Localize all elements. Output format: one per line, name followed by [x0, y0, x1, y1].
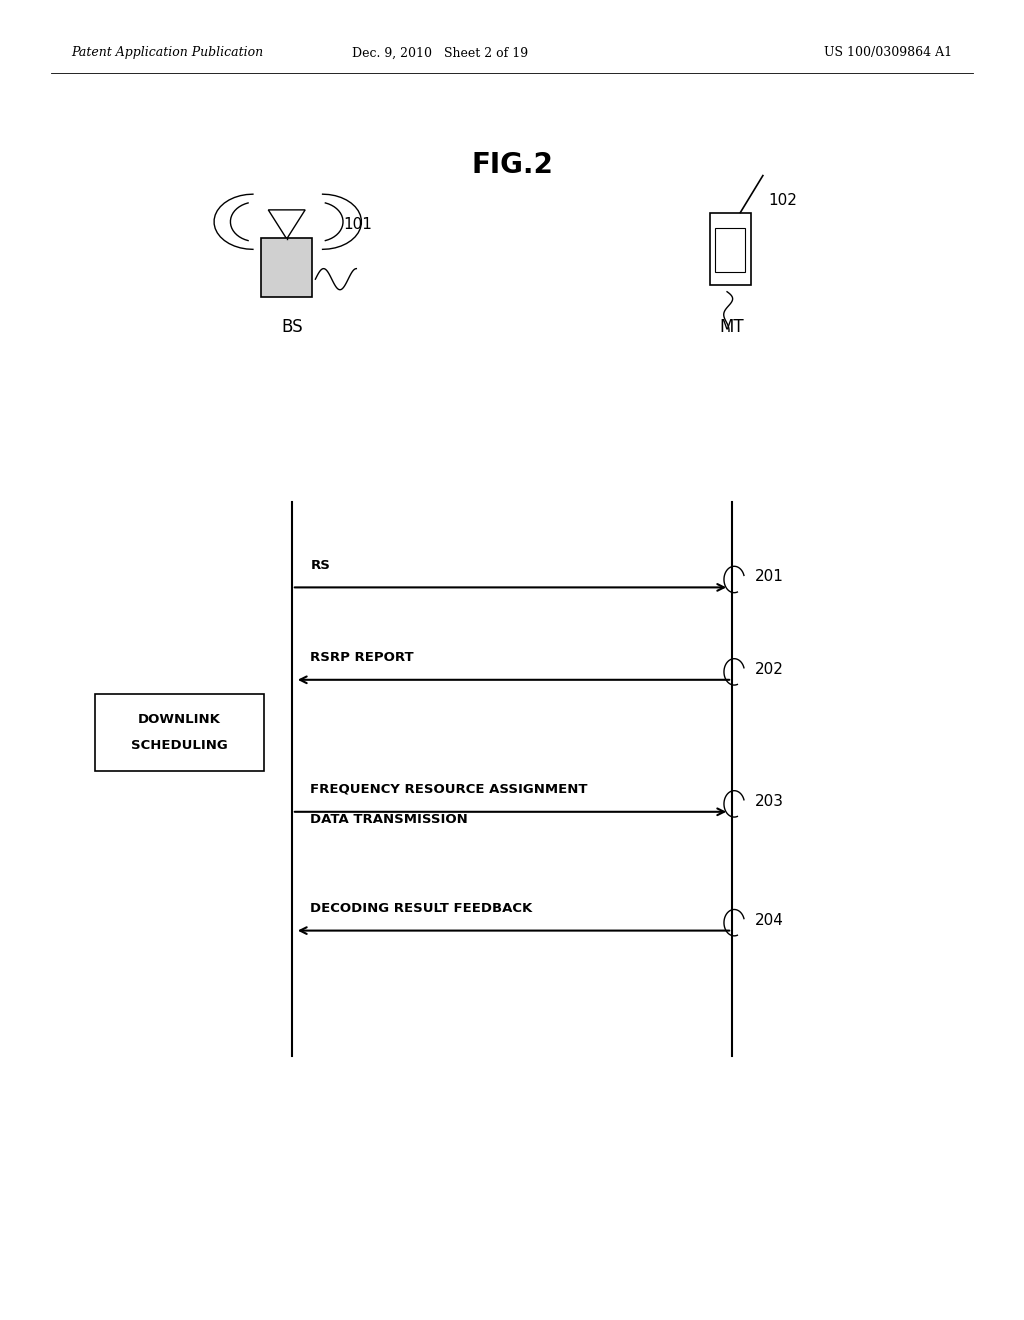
Text: DATA TRANSMISSION: DATA TRANSMISSION	[310, 813, 468, 826]
Text: DOWNLINK: DOWNLINK	[138, 713, 220, 726]
Bar	[261, 238, 312, 297]
Text: MT: MT	[720, 318, 744, 337]
Text: BS: BS	[281, 318, 303, 337]
Text: US 100/0309864 A1: US 100/0309864 A1	[824, 46, 952, 59]
Text: RS: RS	[310, 558, 330, 572]
Text: 204: 204	[755, 912, 783, 928]
Text: FIG.2: FIG.2	[471, 150, 553, 180]
Text: FREQUENCY RESOURCE ASSIGNMENT: FREQUENCY RESOURCE ASSIGNMENT	[310, 783, 588, 796]
Bar	[715, 228, 745, 272]
Bar	[710, 213, 751, 285]
Text: Dec. 9, 2010   Sheet 2 of 19: Dec. 9, 2010 Sheet 2 of 19	[352, 46, 528, 59]
Bar	[94, 694, 264, 771]
Text: 203: 203	[755, 793, 783, 809]
Text: 101: 101	[343, 216, 372, 232]
Text: 202: 202	[755, 661, 783, 677]
Text: RSRP REPORT: RSRP REPORT	[310, 651, 414, 664]
Text: 201: 201	[755, 569, 783, 585]
Text: 102: 102	[768, 193, 797, 209]
Text: SCHEDULING: SCHEDULING	[131, 739, 227, 752]
Polygon shape	[268, 210, 305, 239]
Text: Patent Application Publication: Patent Application Publication	[72, 46, 264, 59]
Text: DECODING RESULT FEEDBACK: DECODING RESULT FEEDBACK	[310, 902, 532, 915]
